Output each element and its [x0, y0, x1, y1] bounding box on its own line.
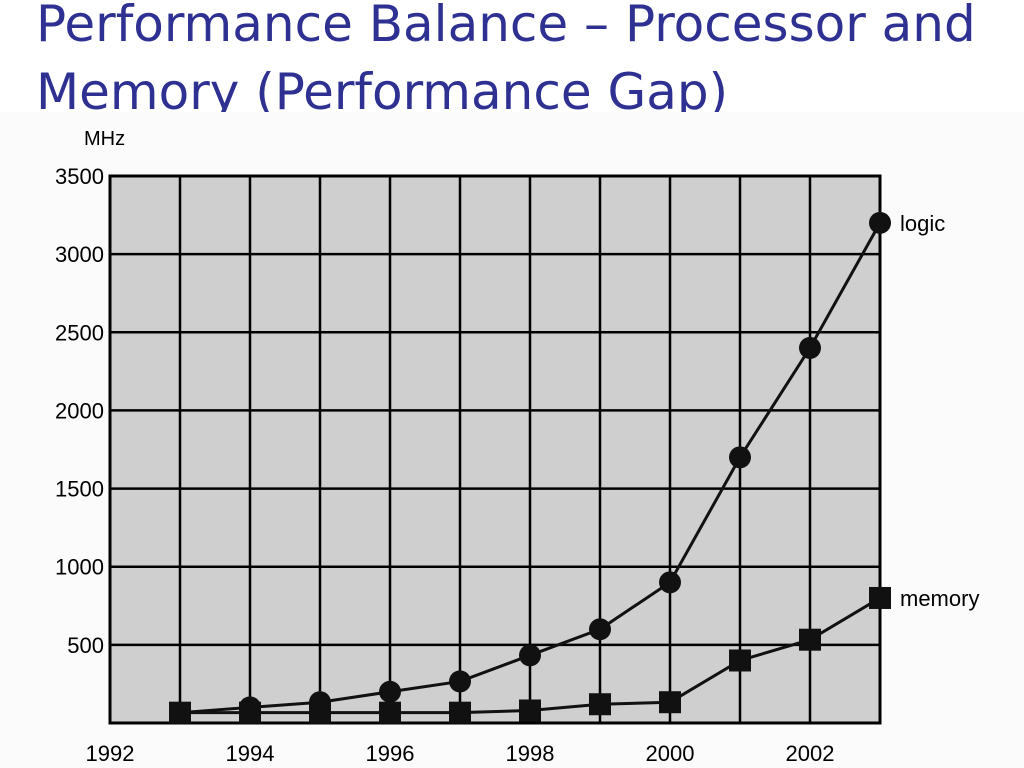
data-point-logic [659, 571, 681, 594]
x-tick-label: 1998 [506, 741, 555, 766]
data-point-logic [379, 680, 401, 703]
data-point-logic [729, 446, 751, 469]
x-tick-label: 2002 [786, 741, 835, 766]
data-point-memory [309, 701, 331, 724]
y-axis-label: MHz [84, 128, 125, 150]
data-point-logic [869, 211, 891, 234]
slide-title-line-1: Performance Balance – Processor and [36, 0, 976, 53]
slide-title-line-2: Memory (Performance Gap) [36, 63, 729, 121]
data-point-memory [659, 691, 681, 714]
data-point-memory [379, 701, 401, 724]
data-point-logic [519, 644, 541, 667]
y-tick-label: 2000 [55, 398, 104, 423]
data-point-memory [729, 649, 751, 672]
y-tick-label: 3000 [55, 242, 104, 267]
data-point-memory [869, 586, 891, 609]
data-point-memory [449, 701, 471, 724]
data-point-memory [169, 701, 191, 724]
data-point-memory [799, 628, 821, 651]
y-tick-label: 1000 [55, 555, 104, 580]
slide-title: Performance Balance – Processor and Memo… [36, 0, 1016, 126]
data-point-memory [239, 701, 261, 724]
chart-panel: 500 1000 1500 2000 2500 3000 3500 1992 1994 1996 1… [0, 112, 1024, 768]
data-point-memory [589, 693, 611, 716]
data-point-logic [799, 336, 821, 359]
series-label-logic: logic [900, 211, 945, 236]
plot-area [110, 176, 880, 723]
data-point-logic [449, 670, 471, 693]
x-tick-label: 1996 [366, 741, 415, 766]
y-tick-label: 1500 [55, 477, 104, 502]
x-tick-label: 1992 [86, 741, 135, 766]
x-tick-label: 1994 [226, 741, 275, 766]
y-tick-label: 3500 [55, 164, 104, 189]
series-label-memory: memory [900, 586, 979, 611]
data-point-memory [519, 699, 541, 722]
y-tick-label: 500 [67, 633, 104, 658]
y-tick-label: 2500 [55, 320, 104, 345]
plot-frame [108, 174, 882, 725]
performance-gap-chart: 500 1000 1500 2000 2500 3000 3500 1992 1994 1996 1… [55, 128, 979, 766]
data-point-logic [589, 618, 611, 641]
x-tick-label: 2000 [646, 741, 695, 766]
